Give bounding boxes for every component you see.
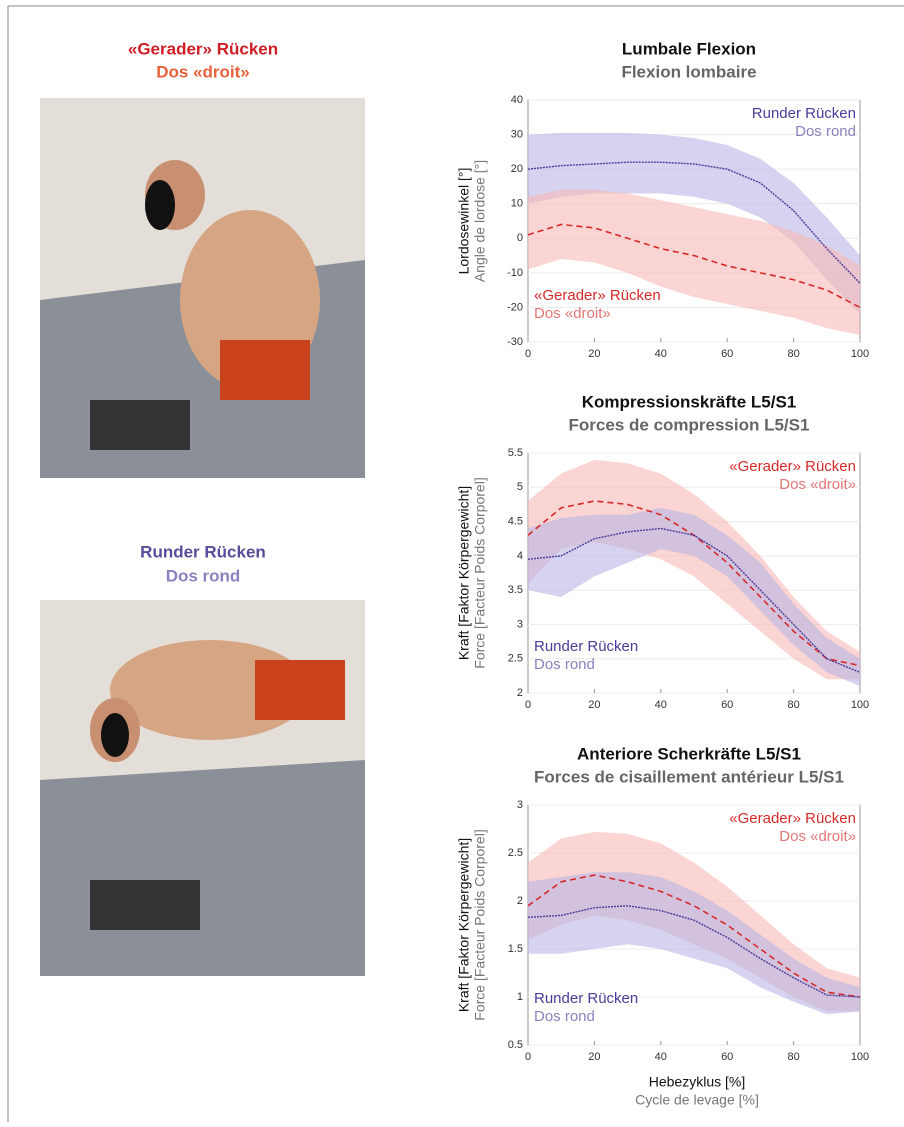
x-tick-label: 20 [588, 1051, 600, 1063]
series-label: «Gerader» Rücken [729, 810, 856, 827]
y-tick-label: 5 [517, 481, 523, 493]
band [528, 872, 860, 1015]
chart-subtitle: Forces de compression L5/S1 [569, 415, 810, 434]
y-tick-label: 2.5 [508, 653, 523, 665]
y-tick-label: 3 [517, 799, 523, 811]
series-label: Dos rond [534, 1008, 595, 1025]
x-tick-label: 80 [787, 1051, 799, 1063]
y-tick-label: 3 [517, 618, 523, 630]
x-tick-label: 20 [588, 699, 600, 711]
y-tick-label: 4.5 [508, 515, 523, 527]
y-tick-label: 20 [511, 163, 523, 175]
y-tick-label: 5.5 [508, 447, 523, 459]
series-label: Dos rond [795, 123, 856, 140]
y-tick-label: 1 [517, 991, 523, 1003]
y-axis-label: Kraft [Faktor Körpergewicht] [456, 838, 472, 1012]
y-tick-label: 2 [517, 687, 523, 699]
x-tick-label: 40 [655, 1051, 667, 1063]
series-label: «Gerader» Rücken [729, 458, 856, 475]
y-tick-label: 30 [511, 128, 523, 140]
x-tick-label: 100 [851, 699, 869, 711]
chart-subtitle: Flexion lombaire [621, 62, 756, 81]
mean-line [527, 223, 861, 309]
y-tick-label: -20 [507, 301, 523, 313]
y-axis-label: Lordosewinkel [°] [456, 168, 472, 275]
series-label: Dos «droit» [779, 828, 856, 845]
x-tick-label: 0 [525, 1051, 531, 1063]
x-tick-label: 0 [525, 699, 531, 711]
x-tick-label: 40 [655, 348, 667, 360]
x-tick-label: 100 [851, 348, 869, 360]
mean-line [527, 527, 861, 674]
x-tick-label: 20 [588, 348, 600, 360]
x-tick-label: 80 [787, 699, 799, 711]
band [528, 132, 860, 315]
mean-line [527, 905, 861, 998]
chart-title: Lumbale Flexion [622, 39, 756, 58]
series-label: Dos rond [534, 656, 595, 673]
y-tick-label: 2 [517, 895, 523, 907]
x-tick-label: 60 [721, 699, 733, 711]
photo-subtitle: Dos «droit» [156, 62, 250, 81]
series-label: «Gerader» Rücken [534, 287, 661, 304]
photo-title: «Gerader» Rücken [128, 39, 278, 58]
mean-line [527, 874, 861, 998]
y-tick-label: 4 [517, 550, 523, 562]
y-tick-label: -30 [507, 336, 523, 348]
x-tick-label: 60 [721, 348, 733, 360]
y-tick-label: 2.5 [508, 847, 523, 859]
y-tick-label: 40 [511, 94, 523, 106]
y-axis-label: Kraft [Faktor Körpergewicht] [456, 486, 472, 660]
x-tick-label: 0 [525, 348, 531, 360]
y-tick-label: 0.5 [508, 1039, 523, 1051]
photo-subtitle: Dos rond [166, 566, 241, 585]
x-axis-label: Hebezyklus [%] [649, 1074, 745, 1090]
y-tick-label: 1.5 [508, 943, 523, 955]
chart-subtitle: Forces de cisaillement antérieur L5/S1 [534, 767, 844, 786]
series-label: Runder Rücken [752, 105, 856, 122]
series-label: Runder Rücken [534, 990, 638, 1007]
band [528, 189, 860, 336]
mean-line [527, 161, 861, 284]
photo-title: Runder Rücken [140, 542, 266, 561]
series-label: Dos «droit» [534, 305, 611, 322]
series-label: Dos «droit» [779, 476, 856, 493]
x-axis-label: Cycle de levage [%] [635, 1092, 759, 1108]
y-tick-label: -10 [507, 267, 523, 279]
x-tick-label: 60 [721, 1051, 733, 1063]
photo [40, 98, 365, 478]
y-axis-label: Force [Facteur Poids Corporel] [472, 477, 488, 668]
band [528, 507, 860, 687]
series-label: Runder Rücken [534, 638, 638, 655]
y-tick-label: 3.5 [508, 584, 523, 596]
chart-title: Anteriore Scherkräfte L5/S1 [577, 744, 801, 763]
y-axis-label: Force [Facteur Poids Corporel] [472, 829, 488, 1020]
x-tick-label: 80 [787, 348, 799, 360]
photo [40, 600, 365, 976]
x-tick-label: 100 [851, 1051, 869, 1063]
chart-title: Kompressionskräfte L5/S1 [582, 392, 796, 411]
y-tick-label: 10 [511, 198, 523, 210]
y-axis-label: Angle de lordose [°] [472, 160, 488, 282]
x-tick-label: 40 [655, 699, 667, 711]
y-tick-label: 0 [517, 232, 523, 244]
